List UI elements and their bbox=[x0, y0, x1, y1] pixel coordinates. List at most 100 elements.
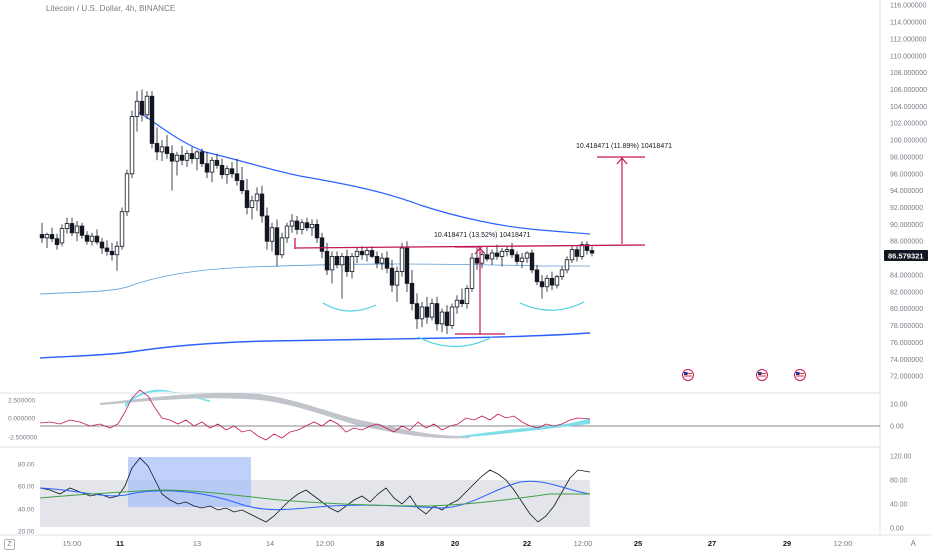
osc2-highlight-box[interactable] bbox=[128, 457, 251, 507]
main-price-pane[interactable] bbox=[39, 89, 646, 359]
candle[interactable] bbox=[159, 140, 165, 162]
candle[interactable] bbox=[279, 232, 285, 259]
candle[interactable] bbox=[239, 167, 245, 195]
candle[interactable] bbox=[354, 247, 360, 264]
candle[interactable] bbox=[259, 185, 265, 223]
head-arc[interactable] bbox=[417, 336, 493, 347]
candle[interactable] bbox=[439, 308, 445, 333]
candle[interactable] bbox=[134, 91, 140, 132]
candle[interactable] bbox=[269, 222, 275, 252]
candle[interactable] bbox=[194, 150, 200, 171]
right-shoulder-arc[interactable] bbox=[519, 301, 585, 311]
time-axis[interactable]: 15:00 11 13 14 12:00 18 20 22 12:00 25 27 29 12:00 bbox=[63, 539, 853, 548]
candle[interactable] bbox=[584, 241, 590, 255]
candle[interactable] bbox=[504, 246, 510, 257]
candle[interactable] bbox=[359, 246, 365, 260]
candle[interactable] bbox=[44, 232, 50, 248]
candle[interactable] bbox=[264, 207, 270, 250]
candle[interactable] bbox=[274, 219, 280, 267]
candle[interactable] bbox=[319, 232, 325, 259]
candle[interactable] bbox=[109, 242, 115, 261]
left-shoulder-arc[interactable] bbox=[322, 302, 377, 312]
candle[interactable] bbox=[394, 266, 400, 302]
candle[interactable] bbox=[459, 288, 465, 307]
candle[interactable] bbox=[544, 274, 550, 292]
candle[interactable] bbox=[344, 249, 350, 277]
candle[interactable] bbox=[224, 165, 230, 184]
candle[interactable] bbox=[59, 224, 65, 247]
candle[interactable] bbox=[464, 285, 470, 309]
candle[interactable] bbox=[199, 148, 205, 168]
candle[interactable] bbox=[374, 251, 380, 269]
candle[interactable] bbox=[99, 237, 105, 254]
candle[interactable] bbox=[534, 264, 540, 286]
symbol-title[interactable]: Litecoin / U.S. Dollar, 4h, BINANCE bbox=[46, 4, 176, 13]
candle[interactable] bbox=[84, 231, 90, 245]
corner-z-button[interactable]: Z bbox=[4, 539, 15, 550]
candle[interactable] bbox=[399, 242, 405, 277]
candle[interactable] bbox=[174, 151, 180, 176]
candle[interactable] bbox=[254, 187, 260, 211]
candle[interactable] bbox=[569, 246, 575, 264]
candle[interactable] bbox=[479, 251, 485, 269]
candle[interactable] bbox=[409, 269, 415, 311]
candle[interactable] bbox=[249, 195, 255, 220]
candle[interactable] bbox=[229, 161, 235, 179]
drawings-layer[interactable] bbox=[294, 156, 646, 347]
candle[interactable] bbox=[559, 266, 565, 281]
candle[interactable] bbox=[454, 295, 460, 314]
candles-layer[interactable] bbox=[39, 89, 595, 334]
candle[interactable] bbox=[184, 150, 190, 168]
candle[interactable] bbox=[119, 207, 125, 250]
candle[interactable] bbox=[204, 151, 210, 179]
candle[interactable] bbox=[164, 135, 170, 159]
candle[interactable] bbox=[329, 251, 335, 284]
candle[interactable] bbox=[124, 169, 130, 216]
candle[interactable] bbox=[314, 219, 320, 243]
candle[interactable] bbox=[554, 274, 560, 289]
candle[interactable] bbox=[149, 91, 155, 149]
candle[interactable] bbox=[189, 146, 195, 164]
oscillator-1-pane[interactable]: 2.500000 0.000000 -2.500000 10.00 0.00 bbox=[8, 389, 908, 442]
candle[interactable] bbox=[539, 274, 545, 299]
candle[interactable] bbox=[209, 156, 215, 183]
candle[interactable] bbox=[89, 232, 95, 246]
candle[interactable] bbox=[519, 253, 525, 269]
candle[interactable] bbox=[139, 89, 145, 122]
us-flag-icon[interactable] bbox=[756, 369, 768, 381]
candle[interactable] bbox=[579, 241, 585, 260]
candle[interactable] bbox=[154, 127, 160, 161]
candle[interactable] bbox=[489, 249, 495, 265]
candle[interactable] bbox=[379, 253, 385, 270]
candle[interactable] bbox=[49, 227, 55, 243]
candle[interactable] bbox=[499, 247, 505, 267]
candle[interactable] bbox=[529, 249, 535, 274]
candle[interactable] bbox=[384, 251, 390, 274]
oscillator-2-pane[interactable]: 80.00 60.00 40.00 20.00 120.00 80.00 40.00 0.00 bbox=[18, 454, 912, 536]
candle[interactable] bbox=[69, 217, 75, 237]
candle[interactable] bbox=[289, 214, 295, 233]
candle[interactable] bbox=[449, 303, 455, 329]
candle[interactable] bbox=[94, 229, 100, 245]
corner-a-button[interactable]: A bbox=[910, 539, 916, 548]
candle[interactable] bbox=[219, 158, 225, 179]
candle[interactable] bbox=[424, 296, 430, 324]
candle[interactable] bbox=[364, 247, 370, 262]
candle[interactable] bbox=[419, 301, 425, 328]
candle[interactable] bbox=[444, 305, 450, 334]
candle[interactable] bbox=[79, 222, 85, 239]
candle[interactable] bbox=[244, 178, 250, 215]
candle[interactable] bbox=[514, 251, 520, 265]
candle[interactable] bbox=[144, 91, 150, 120]
candle[interactable] bbox=[309, 219, 315, 237]
candle[interactable] bbox=[469, 253, 475, 292]
candle[interactable] bbox=[434, 296, 440, 331]
candle[interactable] bbox=[349, 253, 355, 279]
candle[interactable] bbox=[129, 110, 135, 179]
candle[interactable] bbox=[414, 293, 420, 329]
price-axis[interactable]: 116.000000 114.000000 112.000000 110.000000… bbox=[890, 3, 927, 381]
candle[interactable] bbox=[214, 153, 220, 169]
candle[interactable] bbox=[74, 221, 80, 242]
